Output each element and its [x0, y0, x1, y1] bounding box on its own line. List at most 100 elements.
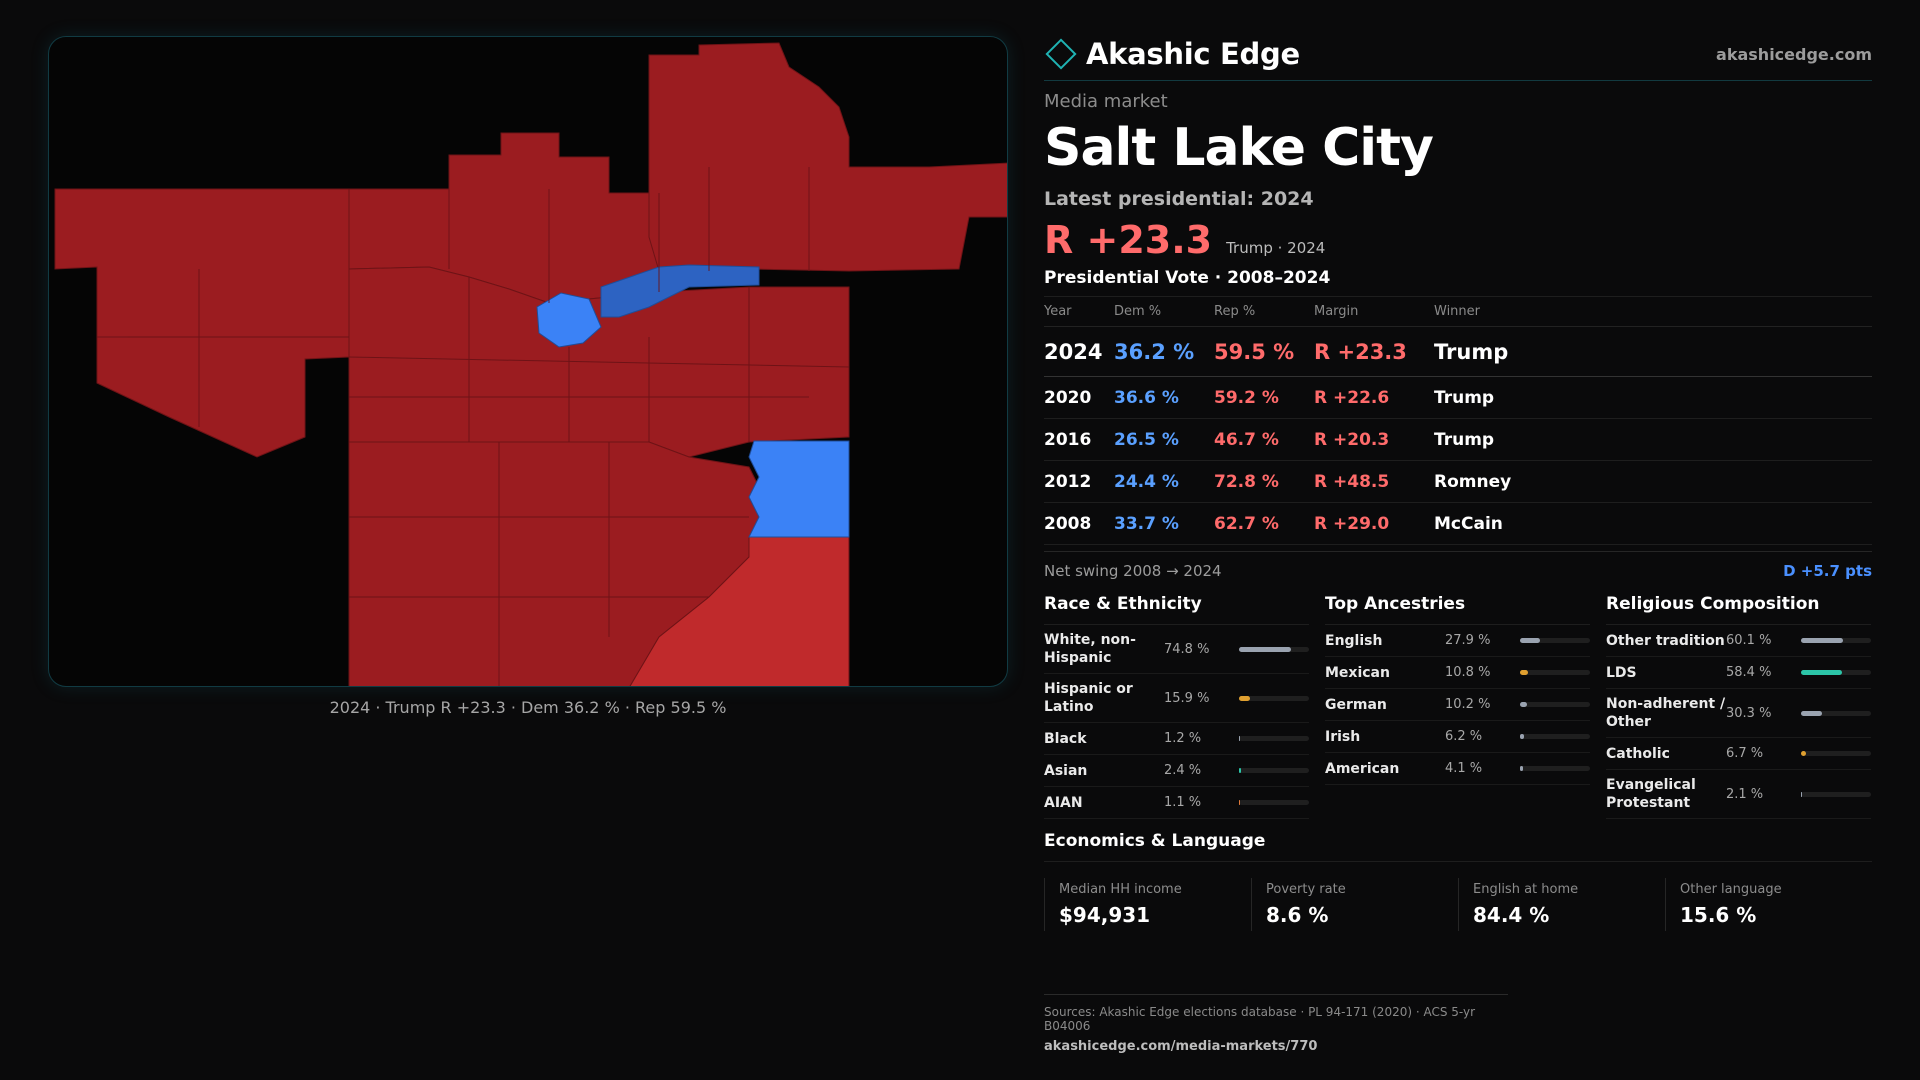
- ancestry-value: 27.9 %: [1445, 633, 1491, 648]
- race-value: 74.8 %: [1164, 641, 1210, 657]
- col-year: Year: [1044, 296, 1114, 327]
- vote-cell-year: 2016: [1044, 418, 1114, 461]
- vote-cell-year: 2020: [1044, 376, 1114, 419]
- race-label: Black: [1044, 730, 1087, 747]
- ancestry-value: 10.8 %: [1445, 665, 1491, 680]
- site-link[interactable]: akashicedge.com: [1716, 44, 1872, 64]
- ancestry-label: English: [1325, 632, 1383, 649]
- religion-value: 2.1 %: [1726, 786, 1764, 802]
- vote-cell-year: 2012: [1044, 460, 1114, 503]
- religion-label: Non-adherent / Other: [1606, 696, 1726, 730]
- vote-cell-dem: 33.7 %: [1114, 502, 1214, 545]
- ancestry-row: English 27.9 %: [1325, 625, 1590, 657]
- vote-cell-dem: 24.4 %: [1114, 460, 1214, 503]
- ancestry-value: 6.2 %: [1445, 729, 1483, 744]
- economics-panel: Median HH income $94,931 Poverty rate 8.6 %…: [1044, 878, 1872, 931]
- race-title: Race & Ethnicity: [1044, 594, 1309, 625]
- race-label: Asian: [1044, 762, 1088, 779]
- col-winner: Winner: [1434, 296, 1872, 327]
- race-value: 1.2 %: [1164, 731, 1202, 746]
- ancestry-bar-fill: [1520, 766, 1523, 771]
- county-central-dem: [536, 292, 602, 348]
- race-bar-track: [1239, 646, 1309, 652]
- religion-label: Catholic: [1606, 745, 1670, 762]
- vote-section-title: Presidential Vote · 2008–2024: [1044, 268, 1331, 288]
- ancestry-panel: Top Ancestries English 27.9 % Mexican 10.8 …: [1325, 594, 1590, 819]
- county-map[interactable]: [48, 36, 1008, 687]
- vote-row: 2008 33.7 % 62.7 % R +29.0 McCain: [1044, 502, 1872, 545]
- net-swing-label: Net swing 2008 → 2024: [1044, 562, 1222, 580]
- race-row: Hispanic or Latino 15.9 %: [1044, 674, 1309, 723]
- race-value: 2.4 %: [1164, 763, 1202, 778]
- county-southeast: [629, 536, 850, 686]
- religion-row: Evangelical Protestant 2.1 %: [1606, 770, 1871, 819]
- brand-header: Akashic Edge akashicedge.com: [1044, 36, 1872, 81]
- economics-stat-value: 8.6 %: [1266, 903, 1329, 927]
- county-region-west: [54, 188, 350, 458]
- footer-sources: Sources: Akashic Edge elections database…: [1044, 1005, 1476, 1033]
- economics-title: Economics & Language: [1044, 831, 1872, 862]
- race-bar-fill: [1239, 646, 1292, 652]
- race-bar-track: [1239, 800, 1309, 805]
- religion-panel: Religious Composition Other tradition 60.…: [1606, 594, 1871, 819]
- economics-stat-value: 84.4 %: [1473, 903, 1550, 927]
- vote-row: 2024 36.2 % 59.5 % R +23.3 Trump: [1044, 326, 1872, 377]
- net-swing-value: D +5.7 pts: [1783, 562, 1872, 580]
- ancestry-bar-fill: [1520, 702, 1528, 707]
- religion-bar-fill: [1801, 638, 1844, 643]
- race-label: Hispanic or Latino: [1044, 681, 1133, 715]
- religion-row: Other tradition 60.1 %: [1606, 625, 1871, 657]
- county-region-north-spike: [648, 42, 1007, 272]
- headline-result: R +23.3 Trump · 2024: [1044, 218, 1872, 262]
- religion-bar-fill: [1801, 670, 1842, 675]
- race-bar-track: [1239, 768, 1309, 773]
- vote-cell-rep: 59.5 %: [1214, 326, 1314, 377]
- economics-stat-value: $94,931: [1059, 903, 1151, 927]
- col-margin: Margin: [1314, 296, 1434, 327]
- race-label: White, non-Hispanic: [1044, 632, 1136, 666]
- ancestry-bar-fill: [1520, 638, 1540, 643]
- economics-stat: Other language 15.6 %: [1665, 878, 1872, 931]
- vote-cell-rep: 62.7 %: [1214, 502, 1314, 545]
- page-title: Salt Lake City: [1044, 118, 1434, 178]
- religion-bar-fill: [1801, 751, 1806, 756]
- vote-cell-margin: R +48.5: [1314, 460, 1434, 503]
- religion-label: LDS: [1606, 664, 1637, 681]
- county-map-svg[interactable]: [49, 37, 1008, 687]
- ancestry-row: German 10.2 %: [1325, 689, 1590, 721]
- latest-presidential-label: Latest presidential: 2024: [1044, 188, 1314, 210]
- race-row: White, non-Hispanic 74.8 %: [1044, 625, 1309, 674]
- religion-bar-track: [1801, 670, 1871, 675]
- footer: Sources: Akashic Edge elections database…: [1044, 994, 1508, 1054]
- race-bar-fill: [1239, 800, 1241, 805]
- ancestry-row: American 4.1 %: [1325, 753, 1590, 785]
- vote-table: Year Dem % Rep % Margin Winner 2024 36.2 …: [1044, 296, 1872, 545]
- headline-winner: Trump · 2024: [1226, 239, 1326, 257]
- vote-cell-rep: 46.7 %: [1214, 418, 1314, 461]
- vote-cell-rep: 59.2 %: [1214, 376, 1314, 419]
- ancestry-bar-fill: [1520, 670, 1528, 675]
- economics-stat: Median HH income $94,931: [1044, 878, 1251, 931]
- religion-value: 30.3 %: [1726, 705, 1772, 721]
- religion-bar-fill: [1801, 710, 1823, 716]
- vote-cell-winner: Trump: [1434, 376, 1872, 419]
- religion-value: 6.7 %: [1726, 746, 1764, 761]
- vote-cell-margin: R +23.3: [1314, 326, 1434, 377]
- economics-stat-value: 15.6 %: [1680, 903, 1757, 927]
- vote-cell-dem: 36.2 %: [1114, 326, 1214, 377]
- religion-bar-track: [1801, 751, 1871, 756]
- economics-stat: Poverty rate 8.6 %: [1251, 878, 1458, 931]
- ancestry-bar-track: [1520, 670, 1590, 675]
- religion-value: 60.1 %: [1726, 633, 1772, 648]
- brand[interactable]: Akashic Edge: [1044, 37, 1300, 71]
- ancestry-row: Mexican 10.8 %: [1325, 657, 1590, 689]
- race-row: Black 1.2 %: [1044, 723, 1309, 755]
- religion-title: Religious Composition: [1606, 594, 1871, 625]
- vote-row: 2020 36.6 % 59.2 % R +22.6 Trump: [1044, 376, 1872, 419]
- footer-url[interactable]: akashicedge.com/media-markets/770: [1044, 1039, 1318, 1054]
- map-caption: 2024 · Trump R +23.3 · Dem 36.2 % · Rep …: [329, 698, 727, 717]
- ancestry-bar-fill: [1520, 734, 1525, 739]
- vote-cell-margin: R +22.6: [1314, 376, 1434, 419]
- religion-label: Other tradition: [1606, 632, 1725, 649]
- ancestry-value: 10.2 %: [1445, 697, 1491, 712]
